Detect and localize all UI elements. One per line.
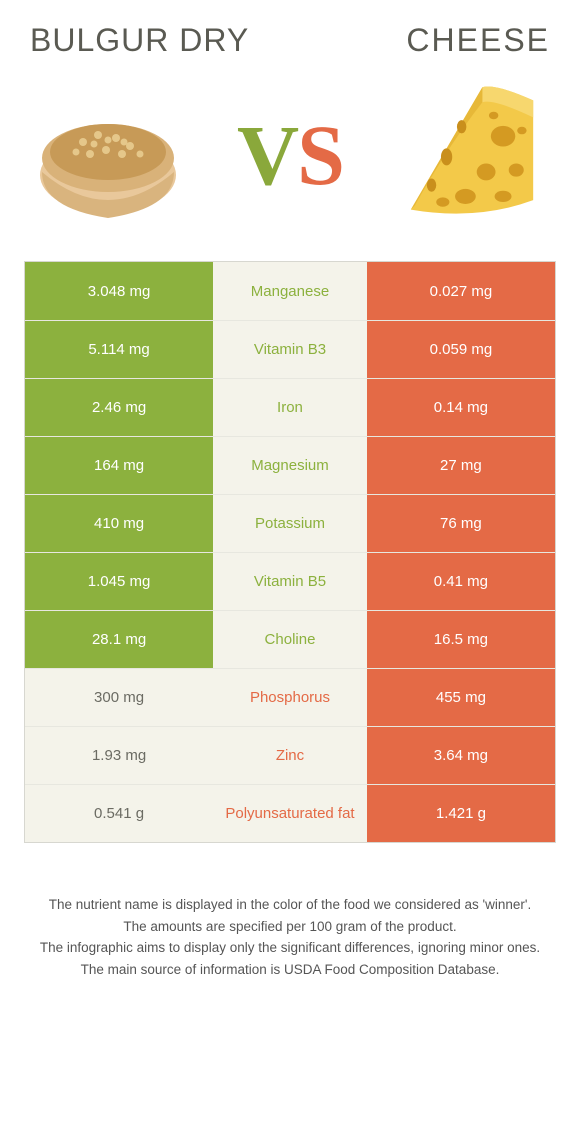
left-value-cell: 2.46 mg bbox=[25, 379, 213, 436]
right-value-cell: 3.64 mg bbox=[367, 727, 555, 784]
left-food-title: Bulgur dry bbox=[30, 22, 249, 59]
table-row: 1.045 mgVitamin B50.41 mg bbox=[25, 552, 555, 610]
comparison-table: 3.048 mgManganese0.027 mg5.114 mgVitamin… bbox=[24, 261, 556, 843]
note-line: The infographic aims to display only the… bbox=[38, 938, 542, 958]
table-row: 410 mgPotassium76 mg bbox=[25, 494, 555, 552]
right-food-title: Cheese bbox=[406, 22, 550, 59]
right-value-cell: 0.14 mg bbox=[367, 379, 555, 436]
right-value-cell: 0.41 mg bbox=[367, 553, 555, 610]
nutrient-name-cell: Vitamin B5 bbox=[213, 553, 367, 610]
right-value-cell: 0.027 mg bbox=[367, 262, 555, 320]
hero-row: VS bbox=[24, 69, 556, 261]
nutrient-name-cell: Magnesium bbox=[213, 437, 367, 494]
table-row: 300 mgPhosphorus455 mg bbox=[25, 668, 555, 726]
note-line: The main source of information is USDA F… bbox=[38, 960, 542, 980]
nutrient-name-cell: Phosphorus bbox=[213, 669, 367, 726]
bulgur-bowl-icon bbox=[28, 75, 188, 235]
vs-v: V bbox=[237, 107, 297, 203]
nutrient-name-cell: Iron bbox=[213, 379, 367, 436]
right-value-cell: 16.5 mg bbox=[367, 611, 555, 668]
table-row: 1.93 mgZinc3.64 mg bbox=[25, 726, 555, 784]
note-line: The nutrient name is displayed in the co… bbox=[38, 895, 542, 915]
note-line: The amounts are specified per 100 gram o… bbox=[38, 917, 542, 937]
nutrient-name-cell: Zinc bbox=[213, 727, 367, 784]
right-value-cell: 455 mg bbox=[367, 669, 555, 726]
vs-s: S bbox=[297, 107, 343, 203]
left-value-cell: 164 mg bbox=[25, 437, 213, 494]
right-value-cell: 27 mg bbox=[367, 437, 555, 494]
footer-notes: The nutrient name is displayed in the co… bbox=[24, 843, 556, 979]
nutrient-name-cell: Polyunsaturated fat bbox=[213, 785, 367, 842]
left-value-cell: 0.541 g bbox=[25, 785, 213, 842]
right-value-cell: 76 mg bbox=[367, 495, 555, 552]
left-value-cell: 28.1 mg bbox=[25, 611, 213, 668]
right-value-cell: 0.059 mg bbox=[367, 321, 555, 378]
cheese-wedge-icon bbox=[392, 75, 552, 235]
vs-label: VS bbox=[237, 105, 343, 205]
nutrient-name-cell: Potassium bbox=[213, 495, 367, 552]
table-row: 28.1 mgCholine16.5 mg bbox=[25, 610, 555, 668]
left-value-cell: 1.93 mg bbox=[25, 727, 213, 784]
titles-row: Bulgur dry Cheese bbox=[24, 22, 556, 69]
table-row: 0.541 gPolyunsaturated fat1.421 g bbox=[25, 784, 555, 842]
table-row: 164 mgMagnesium27 mg bbox=[25, 436, 555, 494]
table-row: 5.114 mgVitamin B30.059 mg bbox=[25, 320, 555, 378]
left-value-cell: 410 mg bbox=[25, 495, 213, 552]
left-value-cell: 300 mg bbox=[25, 669, 213, 726]
left-value-cell: 1.045 mg bbox=[25, 553, 213, 610]
table-row: 2.46 mgIron0.14 mg bbox=[25, 378, 555, 436]
nutrient-name-cell: Vitamin B3 bbox=[213, 321, 367, 378]
nutrient-name-cell: Manganese bbox=[213, 262, 367, 320]
right-value-cell: 1.421 g bbox=[367, 785, 555, 842]
nutrient-name-cell: Choline bbox=[213, 611, 367, 668]
left-value-cell: 5.114 mg bbox=[25, 321, 213, 378]
table-row: 3.048 mgManganese0.027 mg bbox=[25, 262, 555, 320]
left-value-cell: 3.048 mg bbox=[25, 262, 213, 320]
